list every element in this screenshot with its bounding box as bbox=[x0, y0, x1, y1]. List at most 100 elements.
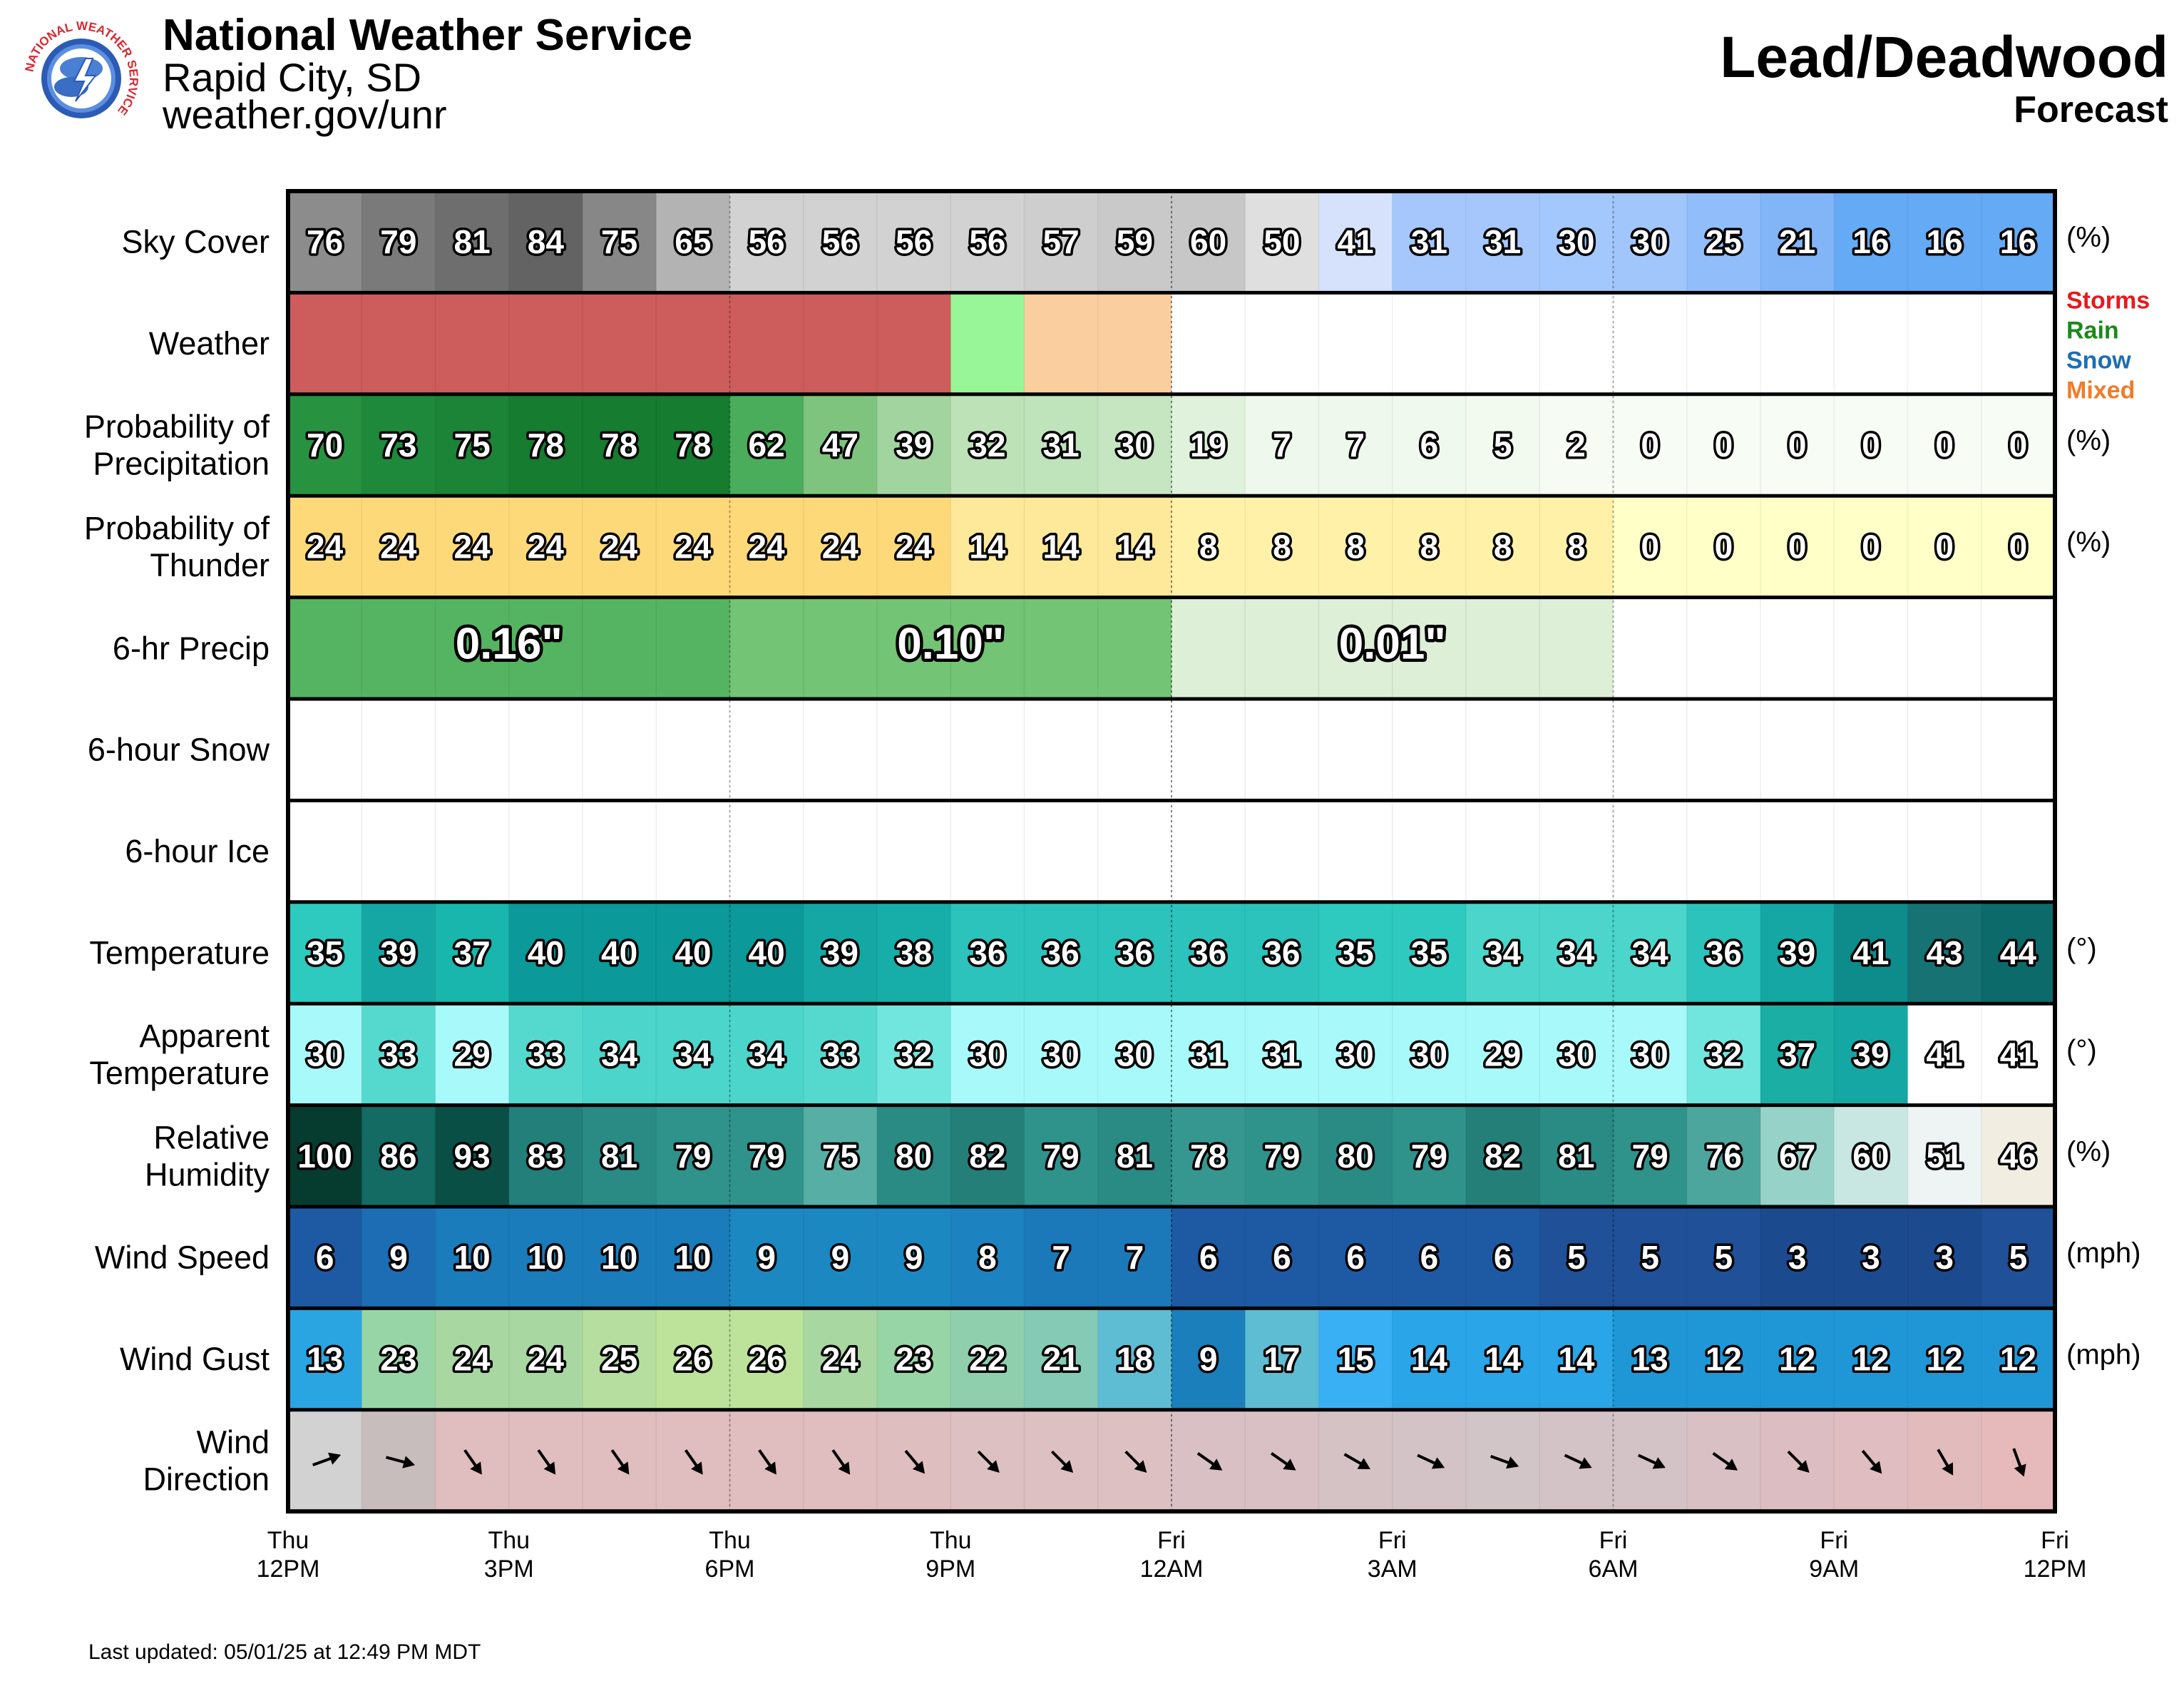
wind-direction-arrow bbox=[537, 1449, 556, 1475]
cell-value-gust: 26 bbox=[749, 1341, 785, 1378]
cell-thunder bbox=[1024, 496, 1099, 598]
arrow-shaft bbox=[1270, 1452, 1290, 1467]
cell-value-pop: 7 bbox=[1273, 426, 1291, 464]
cell-value-temp: 43 bbox=[1927, 934, 1963, 971]
cell-value-wind: 3 bbox=[1935, 1239, 1954, 1276]
cell-value-pop: 30 bbox=[1117, 426, 1153, 464]
cell-value-temp: 34 bbox=[1632, 934, 1669, 971]
cell-weather bbox=[1097, 292, 1172, 394]
cell-value-temp: 36 bbox=[1706, 934, 1742, 971]
cell-rh bbox=[1024, 1105, 1099, 1207]
cell-value-gust: 22 bbox=[969, 1341, 1005, 1378]
cell-pop bbox=[508, 394, 583, 496]
cell-value-wind: 7 bbox=[1126, 1239, 1144, 1276]
cell-value-pop: 0 bbox=[1641, 426, 1659, 464]
arrow-head bbox=[1431, 1457, 1445, 1469]
cell-value-wind: 6 bbox=[1420, 1239, 1439, 1276]
cell-value-rh: 81 bbox=[1558, 1138, 1594, 1175]
cell-value-thunder: 0 bbox=[1715, 528, 1733, 565]
nws-logo-graphic: NATIONAL WEATHER SERVICE bbox=[21, 19, 141, 138]
cell-value-apparent: 30 bbox=[1117, 1036, 1153, 1073]
cell-weather bbox=[950, 292, 1025, 394]
cell-value-thunder: 24 bbox=[675, 528, 712, 565]
location-subtitle: Forecast bbox=[2014, 89, 2168, 131]
cell-pop bbox=[1245, 394, 1319, 496]
cell-apparent bbox=[1613, 1003, 1688, 1105]
cell-pop bbox=[803, 394, 878, 496]
cell-thunder bbox=[1539, 496, 1614, 598]
row-label-line: Probability of bbox=[84, 510, 270, 546]
arrow-head bbox=[1652, 1457, 1666, 1469]
cell-value-apparent: 30 bbox=[1411, 1036, 1447, 1073]
arrow-shaft bbox=[385, 1456, 407, 1465]
cell-value-thunder: 0 bbox=[1935, 528, 1954, 565]
cell-value-wind: 9 bbox=[389, 1239, 408, 1276]
cell-rh bbox=[1466, 1105, 1540, 1207]
cell-pop bbox=[288, 394, 362, 496]
wind-direction-arrow bbox=[1270, 1452, 1296, 1471]
grid-border bbox=[286, 189, 2057, 1514]
precip-block-label: 0.10" bbox=[897, 619, 1004, 668]
wind-direction-arrow bbox=[684, 1449, 703, 1475]
cell-gust bbox=[1392, 1308, 1467, 1410]
cell-pop bbox=[1834, 394, 1908, 496]
cell-value-gust: 13 bbox=[1632, 1341, 1668, 1378]
cell-value-temp: 40 bbox=[749, 934, 785, 971]
cell-value-pop: 6 bbox=[1420, 426, 1439, 464]
arrow-head bbox=[987, 1460, 1000, 1473]
cell-pop bbox=[1392, 394, 1467, 496]
wind-direction-arrow bbox=[385, 1456, 416, 1468]
cell-thunder bbox=[1466, 496, 1540, 598]
cell-apparent bbox=[803, 1003, 878, 1105]
precip-block bbox=[1613, 597, 2055, 699]
x-tick-label: Fri 12AM bbox=[1140, 1527, 1204, 1583]
cell-value-sky: 56 bbox=[822, 223, 858, 260]
row-label-line: 6-hour Ice bbox=[125, 833, 270, 869]
cell-temp bbox=[803, 901, 878, 1004]
cell-value-pop: 62 bbox=[749, 426, 785, 464]
cell-pop bbox=[1686, 394, 1761, 496]
cell-value-temp: 41 bbox=[1852, 934, 1889, 971]
cell-rh bbox=[656, 1105, 730, 1207]
cell-gust bbox=[1466, 1308, 1540, 1410]
precip-block bbox=[1172, 597, 1614, 699]
cell-value-temp: 44 bbox=[2000, 934, 2037, 971]
cell-thunder bbox=[1392, 496, 1467, 598]
cell-sky bbox=[1024, 191, 1099, 293]
cell-value-pop: 19 bbox=[1190, 426, 1226, 464]
row-label-line: 6-hr Precip bbox=[113, 630, 270, 666]
cell-value-rh: 79 bbox=[749, 1138, 785, 1175]
cell-sky bbox=[1097, 191, 1172, 293]
cell-weather bbox=[1834, 292, 1908, 394]
precip-block bbox=[729, 597, 1172, 699]
cell-pop bbox=[1613, 394, 1688, 496]
cell-weather bbox=[288, 292, 362, 394]
arrow-head bbox=[1357, 1458, 1370, 1469]
x-tick-line: 3AM bbox=[1368, 1555, 1417, 1583]
precip-block bbox=[288, 597, 730, 699]
cell-wind bbox=[1466, 1207, 1540, 1309]
cell-value-thunder: 8 bbox=[1420, 528, 1439, 565]
cell-wind bbox=[1318, 1207, 1393, 1309]
wind-direction-arrow bbox=[977, 1450, 1000, 1473]
arrow-shaft bbox=[1937, 1448, 1950, 1469]
cell-value-pop: 78 bbox=[601, 426, 637, 464]
cell-rh bbox=[508, 1105, 583, 1207]
arrow-shaft bbox=[1564, 1453, 1585, 1466]
cell-thunder bbox=[1245, 496, 1319, 598]
wind-direction-arrow bbox=[1564, 1453, 1592, 1469]
cell-gust bbox=[1172, 1308, 1246, 1410]
x-tick-line: Fri bbox=[2041, 1527, 2069, 1554]
cell-rh bbox=[803, 1105, 878, 1207]
cell-value-pop: 32 bbox=[969, 426, 1005, 464]
cell-temp bbox=[1539, 901, 1614, 1004]
cell-thunder bbox=[362, 496, 436, 598]
cell-value-rh: 78 bbox=[1190, 1138, 1226, 1175]
cell-value-sky: 16 bbox=[1852, 223, 1889, 260]
cell-rh bbox=[1245, 1105, 1319, 1207]
cell-value-pop: 47 bbox=[822, 426, 858, 464]
cell-value-sky: 16 bbox=[2000, 223, 2036, 260]
cell-value-rh: 81 bbox=[1117, 1138, 1153, 1175]
row-bg-ice bbox=[288, 800, 2055, 902]
cell-rh bbox=[950, 1105, 1025, 1207]
